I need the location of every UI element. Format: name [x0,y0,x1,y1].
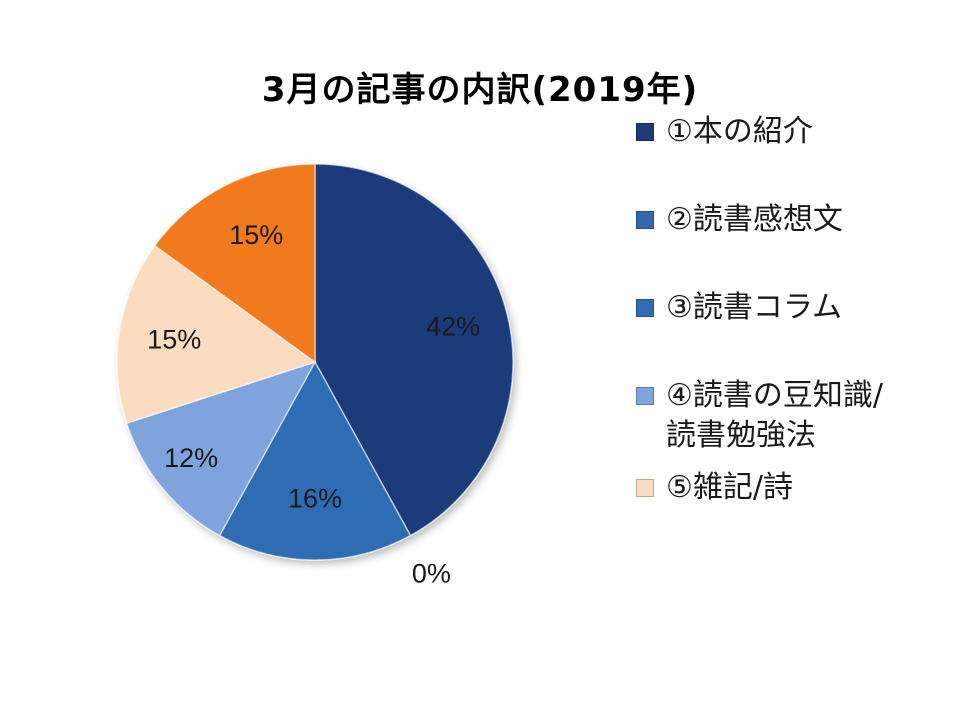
legend-label-zakki-shi: ⑤雑記/詩 [666,470,794,505]
chart-title: 3月の記事の内訳(2019年) [261,70,699,110]
pie-slice-dokusho-column [218,360,412,561]
data-label-dokusho-kansoubun: 0% [412,559,451,589]
legend-label-hon-no-shoukai: ①本の紹介 [666,114,813,149]
pie-slice-unlabeled [153,163,316,364]
data-label-hon-no-shoukai: 42% [426,312,480,342]
legend-swatch-hon-no-shoukai [636,123,654,141]
pie-slice-hon-no-shoukai [314,163,514,537]
data-label-zakki-shi: 15% [147,325,201,355]
pie-slice-zakki-shi [116,244,317,425]
pie-slice-dokusho-mamechishiki [125,360,317,537]
legend-label-dokusho-column: ③読書コラム [666,290,842,325]
legend: ①本の紹介 ②読書感想文 ③読書コラム ④読書の豆知識/ 読書勉強法 ⑤雑記/詩 [636,0,956,720]
legend-swatch-zakki-shi [636,479,654,497]
legend-swatch-dokusho-mamechishiki [636,387,654,405]
data-label-dokusho-column: 16% [288,484,342,514]
legend-label-dokusho-kansoubun: ②読書感想文 [666,202,843,237]
legend-swatch-dokusho-kansoubun [636,211,654,229]
data-label-dokusho-mamechishiki: 12% [164,443,218,473]
legend-swatch-dokusho-column [636,299,654,317]
legend-label-dokusho-mamechishiki: ④読書の豆知識/ 読書勉強法 [666,378,884,453]
data-label-unlabeled: 15% [229,220,283,250]
